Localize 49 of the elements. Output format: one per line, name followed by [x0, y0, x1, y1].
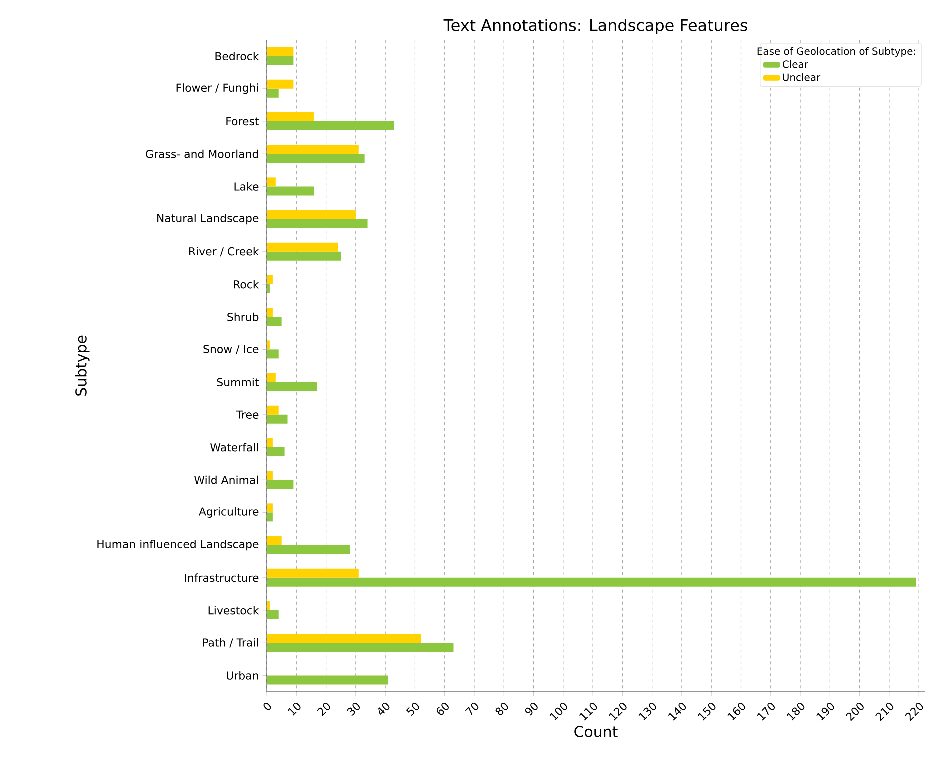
legend-label: Unclear	[783, 74, 821, 82]
x-tick-label: 180	[786, 702, 805, 721]
y-tick-label: Snow / Ice	[204, 345, 259, 354]
x-tick-label: 40	[378, 702, 390, 716]
x-tick-label: 10	[288, 702, 301, 716]
x-tick-label: 60	[436, 702, 449, 716]
y-tick-label: Bedrock	[216, 52, 260, 61]
y-tick-label: Wild Animal	[194, 476, 258, 484]
x-axis-title: Count	[574, 726, 618, 738]
x-tick-label: 110	[579, 702, 598, 721]
legend-label: Clear	[782, 60, 808, 68]
x-tick-label: 20	[317, 702, 330, 716]
x-tick-label: 220	[905, 702, 924, 722]
x-tick-label: 30	[347, 702, 360, 716]
y-tick-label: Urban	[227, 671, 258, 680]
y-tick-label: River / Creek	[190, 247, 260, 257]
y-tick-label: Natural Landscape	[158, 214, 259, 225]
x-tick-label: 200	[846, 702, 864, 722]
y-tick-label: Agriculture	[199, 507, 259, 518]
y-axis-title: Subtype	[75, 336, 90, 396]
y-tick-label: Shrub	[228, 312, 259, 322]
x-tick-label: 80	[496, 702, 508, 716]
x-tick-label: 210	[876, 702, 894, 722]
y-tick-label: Flower / Funghi	[176, 84, 258, 94]
y-tick-label: Path / Trail	[203, 638, 258, 648]
y-tick-label: Lake	[234, 182, 259, 191]
x-tick-label: 150	[698, 702, 716, 721]
y-tick-label: Forest	[226, 117, 259, 126]
x-tick-label: 70	[465, 702, 479, 716]
legend-title: Ease of Geolocation of Subtype:	[758, 47, 916, 58]
y-tick-label: Tree	[236, 410, 259, 419]
x-tick-label: 50	[406, 702, 420, 716]
x-tick-label: 130	[638, 702, 656, 721]
x-tick-label: 160	[728, 702, 746, 721]
x-tick-label: 90	[525, 702, 538, 716]
y-tick-label: Waterfall	[210, 443, 258, 452]
y-tick-label: Summit	[217, 378, 259, 387]
y-tick-label: Rock	[234, 280, 260, 289]
y-tick-label: Livestock	[208, 606, 260, 615]
chart-title: Text Annotations: Landscape Features	[444, 19, 748, 34]
x-tick-label: 190	[816, 702, 834, 721]
y-tick-label: Infrastructure	[185, 574, 259, 582]
x-tick-label: 0	[264, 702, 272, 710]
y-tick-label: Human influenced Landscape	[98, 540, 259, 551]
y-tick-label: Grass- and Moorland	[146, 150, 258, 158]
x-tick-label: 120	[609, 702, 627, 721]
x-tick-label: 100	[550, 702, 568, 721]
x-tick-label: 140	[668, 702, 686, 721]
x-tick-label: 170	[757, 702, 776, 721]
